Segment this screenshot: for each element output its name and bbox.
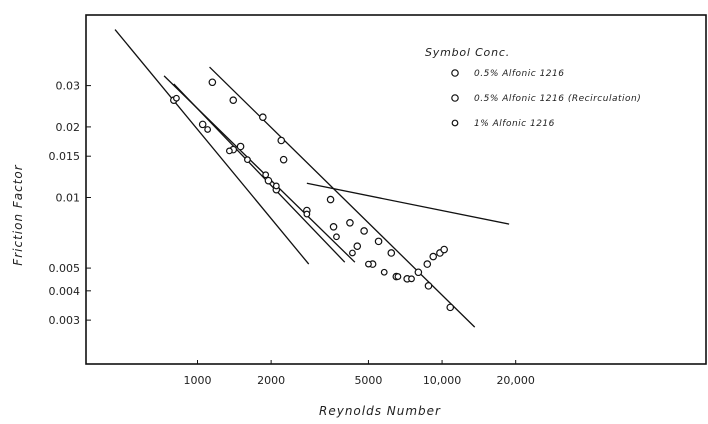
series-1-point <box>387 249 396 257</box>
x-tick-label: 10,000 <box>423 374 462 387</box>
data-points <box>170 78 455 312</box>
series-1-point <box>229 96 238 104</box>
legend-entry-2: 0.5% Alfonic 1216 (Recirculation) <box>474 94 641 104</box>
series-1-point <box>279 155 288 164</box>
legend: Symbol Conc. 0.5% Alfonic 1216 0.5% Alfon… <box>425 46 641 129</box>
series-2-point <box>429 252 438 261</box>
y-tick-label: 0.03 <box>56 80 81 93</box>
y-tick-label: 0.02 <box>56 121 81 134</box>
series-3-point <box>303 210 311 218</box>
series-3-point <box>333 233 340 241</box>
series-2-point <box>329 222 338 231</box>
series-1-point <box>360 227 368 235</box>
y-tick-label: 0.015 <box>49 150 81 163</box>
series-2-point <box>414 268 423 277</box>
x-axis-title: Reynolds Number <box>319 404 441 418</box>
series-3-point <box>244 156 251 164</box>
reference-lines <box>114 29 510 328</box>
series-2-point <box>423 260 432 268</box>
y-tick-label: 0.003 <box>49 314 81 327</box>
series-1-point <box>446 303 455 312</box>
y-tick-label: 0.004 <box>49 285 81 298</box>
reference-line-1 <box>114 29 310 265</box>
series-1-point <box>346 219 354 227</box>
legend-header: Symbol Conc. <box>425 46 510 59</box>
legend-entry-1: 0.5% Alfonic 1216 <box>474 69 564 79</box>
series-3-point <box>262 171 270 179</box>
y-tick-label: 0.005 <box>49 262 81 275</box>
series-2-point <box>264 176 273 185</box>
series-2-point <box>440 245 448 254</box>
legend-entry-3: 1% Alfonic 1216 <box>474 119 555 129</box>
series-3-point <box>380 268 388 276</box>
series-3-point <box>173 94 180 102</box>
series-3-point <box>349 249 356 257</box>
series-3-point <box>394 273 402 280</box>
series-1-point <box>326 195 335 204</box>
reference-line-5 <box>306 182 510 225</box>
series-2-point <box>236 142 245 151</box>
series-1-point <box>374 237 383 246</box>
legend-symbol-2 <box>451 94 459 102</box>
reference-line-4 <box>173 83 346 263</box>
series-1-point <box>277 136 286 145</box>
x-tick-label: 2000 <box>257 374 285 387</box>
series-3-point <box>365 260 372 268</box>
series-1-point <box>424 282 433 290</box>
y-axis-title: Friction Factor <box>11 164 25 265</box>
x-axis-ticks: 1000 2000 5000 10,000 20,000 <box>184 360 535 387</box>
series-1-point <box>259 113 267 121</box>
series-3-point <box>408 275 415 283</box>
legend-symbol-3 <box>451 119 459 127</box>
reference-line-3 <box>209 66 476 328</box>
series-3-point <box>204 126 212 133</box>
y-axis-ticks: 0.003 0.004 0.005 0.01 0.015 0.02 0.03 <box>49 80 91 327</box>
x-tick-label: 5000 <box>354 374 382 387</box>
series-3-point <box>225 147 233 155</box>
x-tick-label: 20,000 <box>496 374 535 387</box>
x-tick-label: 1000 <box>184 374 212 387</box>
plot-frame <box>85 14 707 365</box>
series-3-point <box>272 182 280 190</box>
series-2-point <box>353 242 362 250</box>
series-1-point <box>208 78 217 87</box>
legend-symbol-1 <box>451 69 459 77</box>
y-tick-label: 0.01 <box>56 191 81 204</box>
series-2-point <box>198 120 207 129</box>
